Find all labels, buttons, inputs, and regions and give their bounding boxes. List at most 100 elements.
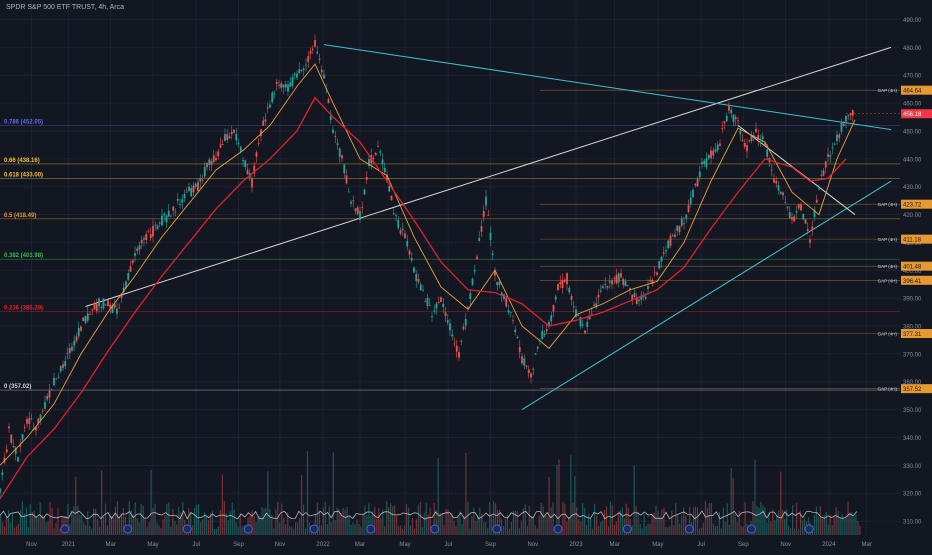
candle-body: [50, 389, 53, 391]
candle-body: [563, 279, 566, 282]
volume-bar: [79, 515, 81, 535]
candle-body: [329, 116, 332, 121]
volume-bar: [754, 459, 756, 535]
candle-body: [399, 230, 402, 234]
candle-body: [512, 320, 514, 322]
fib-level-label: 0.236 (385.20): [4, 306, 43, 312]
candle-body: [309, 50, 312, 54]
volume-bar: [110, 516, 113, 535]
volume-bar: [308, 522, 311, 535]
volume-bar: [738, 511, 740, 535]
volume-bar: [821, 518, 823, 535]
volume-bar: [708, 503, 711, 535]
candle-body: [296, 73, 298, 78]
candle-body: [433, 310, 436, 312]
candle-body: [246, 169, 249, 175]
volume-bar: [403, 525, 406, 535]
candle-body: [559, 282, 562, 285]
volume-bar: [835, 507, 837, 535]
candle-body: [215, 157, 217, 161]
volume-bar: [778, 510, 780, 535]
volume-bar: [176, 524, 178, 535]
volume-average-line: [0, 510, 858, 520]
volume-marker-icon: [492, 524, 502, 534]
y-tick-label: 420.00: [903, 213, 922, 219]
volume-bar: [423, 512, 425, 535]
volume-bar: [421, 527, 423, 535]
candle-body: [188, 186, 190, 192]
candle-body: [98, 298, 100, 307]
volume-bar: [350, 524, 352, 535]
volume-bar: [358, 524, 360, 535]
volume-bar: [689, 506, 691, 535]
candle-body: [676, 225, 679, 231]
gap-label: GAP (4H): [878, 278, 898, 283]
volume-bar: [829, 514, 831, 535]
candle-body: [354, 208, 357, 212]
candle-body: [599, 290, 602, 292]
volume-bar: [386, 501, 388, 535]
volume-bar: [728, 524, 730, 535]
candle-body: [203, 166, 206, 177]
x-tick-label: Jul: [192, 542, 200, 548]
candle-body: [437, 302, 440, 303]
volume-bar: [588, 513, 590, 535]
volume-bar: [100, 470, 103, 535]
candle-body: [743, 143, 746, 147]
volume-bar: [223, 501, 225, 535]
volume-bar: [528, 505, 530, 535]
volume-bar: [635, 505, 637, 535]
candle-body: [134, 253, 136, 256]
gap-price-label: 377.31: [903, 332, 922, 338]
candle-body: [471, 278, 474, 285]
volume-bar: [673, 525, 675, 535]
candle-body: [548, 321, 550, 327]
volume-bar: [520, 521, 522, 535]
y-tick-label: 330.00: [903, 464, 922, 470]
volume-bar: [574, 476, 576, 535]
volume-bar: [33, 510, 35, 535]
candle-body: [476, 256, 478, 260]
volume-bar: [302, 504, 305, 535]
candle-body: [84, 316, 87, 323]
candle-body: [318, 58, 321, 60]
volume-bar: [597, 526, 600, 535]
candle-body: [692, 189, 694, 198]
x-tick-label: Nov: [780, 542, 791, 548]
volume-bar: [213, 528, 216, 535]
candle-body: [347, 191, 350, 193]
volume-bar: [544, 514, 546, 535]
volume-bar: [558, 459, 560, 535]
volume-bar: [740, 525, 742, 535]
candle-body: [534, 353, 537, 355]
volume-bar: [180, 512, 182, 535]
volume-bar: [330, 522, 332, 535]
candle-body: [388, 185, 391, 192]
candle-body: [793, 216, 796, 222]
candle-body: [320, 69, 323, 73]
chart-title: SPDR S&P 500 ETF TRUST, 4h, Arca: [6, 4, 125, 11]
volume-bar: [782, 509, 784, 535]
candle-body: [446, 320, 449, 323]
candle-body: [316, 51, 319, 54]
volume-bar: [819, 506, 821, 535]
candle-body: [606, 286, 609, 288]
volume-bar: [99, 526, 101, 535]
volume-bar: [11, 513, 14, 535]
volume-bar: [150, 469, 152, 535]
candle-body: [741, 140, 744, 141]
candle-body: [194, 183, 197, 187]
volume-bar: [271, 515, 273, 535]
candle-body: [815, 199, 818, 203]
candle-body: [829, 155, 832, 157]
candle-body: [413, 267, 415, 273]
volume-bar: [603, 509, 606, 535]
volume-bar: [93, 508, 95, 535]
candle-body: [797, 204, 800, 209]
candle-body: [719, 143, 721, 147]
volume-bar: [59, 528, 61, 535]
volume-bar: [241, 526, 243, 535]
candle-body: [311, 48, 314, 50]
